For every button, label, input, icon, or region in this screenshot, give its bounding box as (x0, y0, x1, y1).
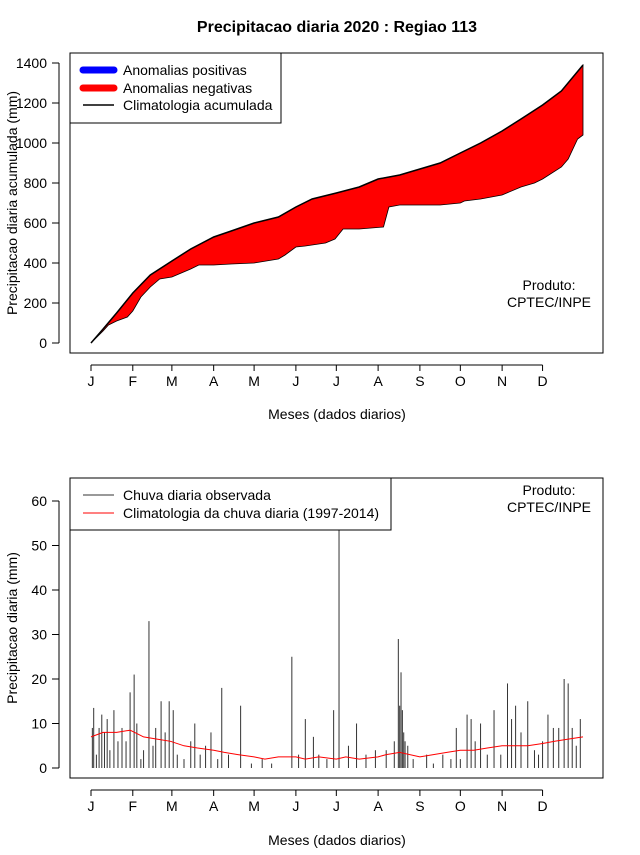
y-tick-label: 0 (39, 335, 47, 351)
y-tick-label: 800 (24, 175, 48, 191)
y-tick-label: 50 (31, 538, 47, 554)
x-tick-label: J (333, 373, 340, 389)
x-tick-label: A (209, 373, 219, 389)
x-tick-label: F (129, 373, 138, 389)
y-tick-label: 20 (31, 671, 47, 687)
cumulative-y-label: Precipitacao diaria acumulada (mm) (4, 91, 20, 315)
y-tick-label: 1400 (16, 55, 47, 71)
x-tick-label: A (373, 373, 383, 389)
x-tick-label: J (292, 373, 299, 389)
y-tick-label: 600 (24, 215, 48, 231)
cumulative-y-axis: 0 200 400 600 800 1000 1200 1400 (16, 55, 60, 351)
cumulative-plot-frame (69, 52, 604, 354)
legend-daily-climatology-label: Climatologia da chuva diaria (1997-2014) (123, 505, 379, 521)
daily-x-label: Meses (dados diarios) (268, 832, 406, 848)
daily-legend-box (69, 477, 392, 531)
daily-product-source: CPTEC/INPE (507, 499, 591, 515)
y-tick-label: 1200 (16, 95, 47, 111)
chart-title: Precipitacao diaria 2020 : Regiao 113 (197, 19, 477, 36)
legend-observed-label: Chuva diaria observada (123, 487, 271, 503)
y-tick-label: 0 (39, 760, 47, 776)
x-tick-label: J (88, 798, 95, 814)
x-tick-label: M (166, 798, 178, 814)
x-tick-label: O (455, 798, 466, 814)
x-tick-label: J (292, 798, 299, 814)
y-tick-label: 200 (24, 295, 48, 311)
x-tick-label: F (129, 798, 138, 814)
daily-climatology-line (90, 729, 584, 760)
daily-legend: Chuva diaria observada Climatologia da c… (69, 477, 392, 531)
daily-y-axis: 0 10 20 30 40 50 60 (31, 493, 60, 776)
x-tick-label: A (373, 798, 383, 814)
legend-negative-label: Anomalias negativas (123, 80, 252, 96)
x-tick-label: D (537, 373, 547, 389)
y-tick-label: 30 (31, 627, 47, 643)
cumulative-legend: Anomalias positivas Anomalias negativas … (69, 52, 282, 124)
x-tick-label: M (248, 798, 260, 814)
daily-product-label: Produto: (523, 482, 576, 498)
observed-daily-bars (91, 527, 581, 768)
x-tick-label: S (415, 373, 424, 389)
daily-y-label: Precipitacao diaria (mm) (4, 552, 20, 704)
cumulative-precipitation-panel: 0 200 400 600 800 1000 1200 1400 J F M A M J J A S O N D M… (4, 52, 604, 422)
cumulative-product-label: Produto: (523, 277, 576, 293)
x-tick-label: S (415, 798, 424, 814)
legend-climatology-label: Climatologia acumulada (123, 97, 273, 113)
cumulative-climatology-line (90, 64, 584, 344)
x-tick-label: O (455, 373, 466, 389)
x-tick-label: A (209, 798, 219, 814)
x-tick-label: N (497, 373, 507, 389)
daily-precipitation-panel: 0 10 20 30 40 50 60 J F M A M J J A S O N D Meses (dados … (4, 477, 604, 848)
legend-positive-label: Anomalias positivas (123, 62, 247, 78)
cumulative-product-source: CPTEC/INPE (507, 294, 591, 310)
cumulative-x-label: Meses (dados diarios) (268, 406, 406, 422)
x-tick-label: M (248, 373, 260, 389)
y-tick-label: 60 (31, 493, 47, 509)
x-tick-label: J (88, 373, 95, 389)
y-tick-label: 400 (24, 255, 48, 271)
y-tick-label: 1000 (16, 135, 47, 151)
y-tick-label: 40 (31, 582, 47, 598)
x-tick-label: D (537, 798, 547, 814)
y-tick-label: 10 (31, 716, 47, 732)
x-tick-label: J (333, 798, 340, 814)
x-tick-label: M (166, 373, 178, 389)
x-tick-label: N (497, 798, 507, 814)
